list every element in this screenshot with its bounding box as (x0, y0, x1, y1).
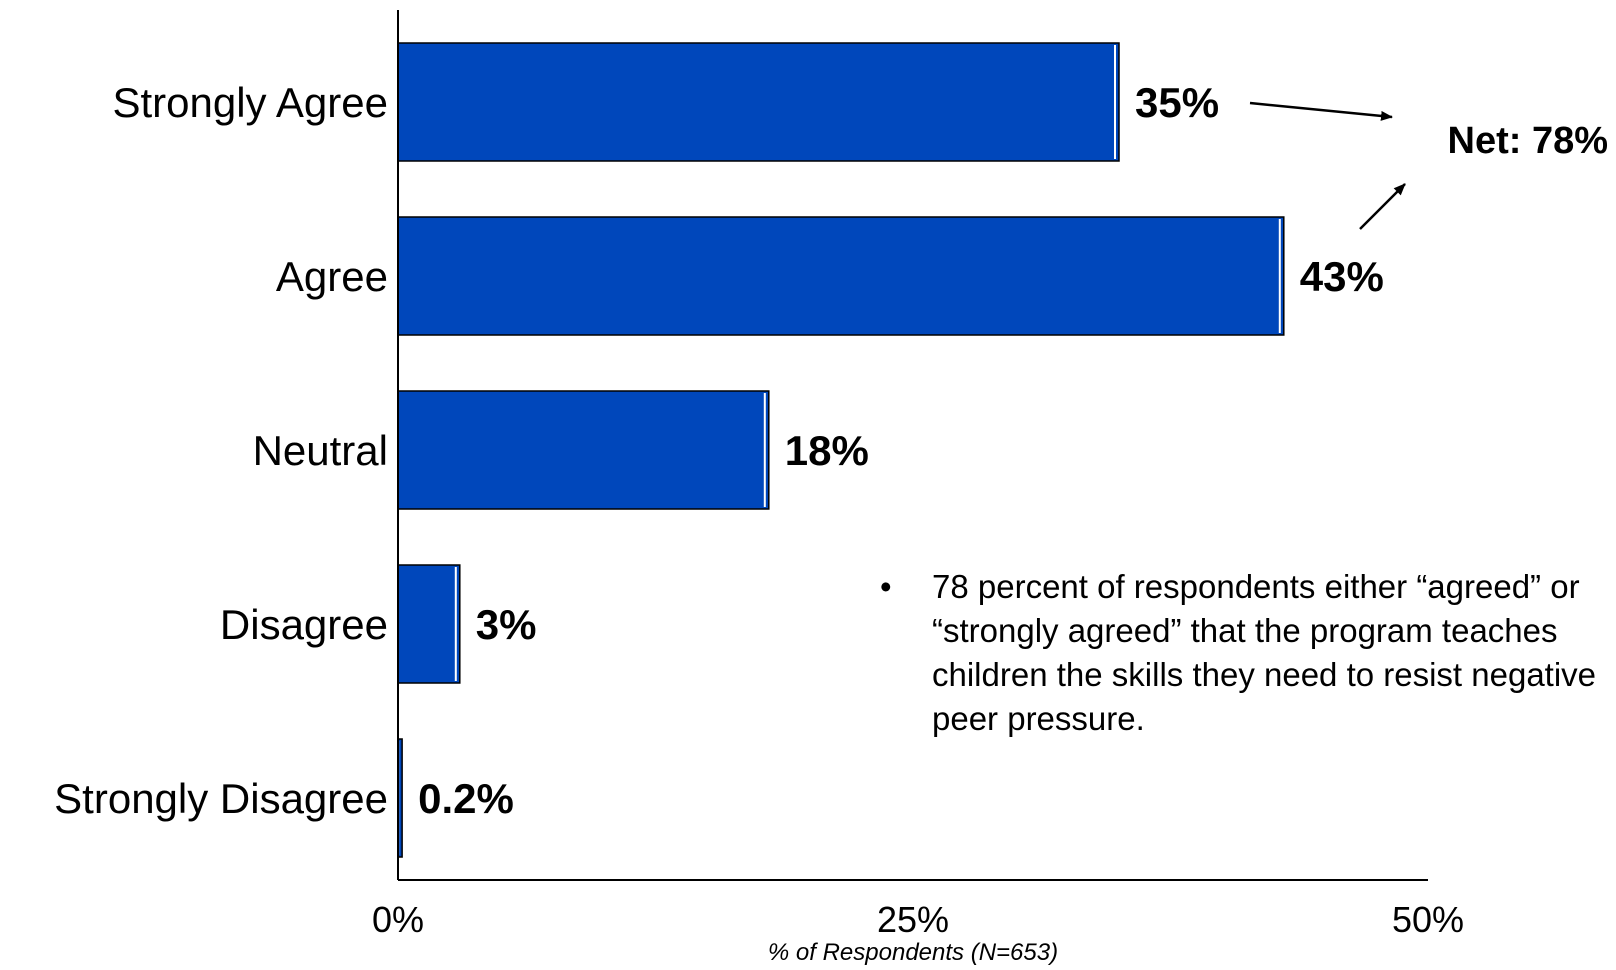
summary-text: 78 percent of respondents either “agreed… (932, 568, 1597, 737)
x-axis-label: % of Respondents (N=653) (768, 939, 1058, 966)
value-label-strongly-disagree: 0.2% (418, 775, 514, 822)
bar-strongly-agree (397, 42, 1120, 162)
value-label-neutral: 18% (785, 427, 869, 474)
category-label-strongly-agree: Strongly Agree (112, 79, 388, 126)
arrow-strongly-agree-to-net (1249, 101, 1393, 121)
x-tick-label: 0% (372, 899, 424, 940)
bar-disagree (397, 564, 461, 684)
bar-neutral (397, 390, 770, 510)
value-label-disagree: 3% (476, 601, 537, 648)
category-label-strongly-disagree: Strongly Disagree (54, 775, 388, 822)
net-total-label: Net: 78% (1448, 120, 1609, 162)
bar-agree (397, 216, 1285, 336)
value-label-strongly-agree: 35% (1135, 79, 1219, 126)
category-label-neutral: Neutral (253, 427, 388, 474)
arrow-agree-to-net (1359, 183, 1406, 230)
category-label-disagree: Disagree (220, 601, 388, 648)
category-label-agree: Agree (276, 253, 388, 300)
summary-note: • 78 percent of respondents either “agre… (880, 565, 1600, 741)
x-tick-label: 50% (1392, 899, 1464, 940)
x-tick-label: 25% (877, 899, 949, 940)
bullet-marker: • (880, 568, 892, 605)
value-label-agree: 43% (1300, 253, 1384, 300)
